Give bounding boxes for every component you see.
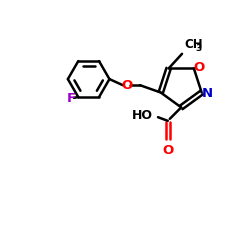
Text: N: N xyxy=(202,87,212,100)
Text: O: O xyxy=(194,61,205,74)
Text: CH: CH xyxy=(184,38,203,51)
Text: 3: 3 xyxy=(196,44,202,53)
Text: F: F xyxy=(66,92,76,105)
Text: O: O xyxy=(121,79,132,92)
Text: O: O xyxy=(162,144,173,157)
Text: HO: HO xyxy=(132,110,153,122)
